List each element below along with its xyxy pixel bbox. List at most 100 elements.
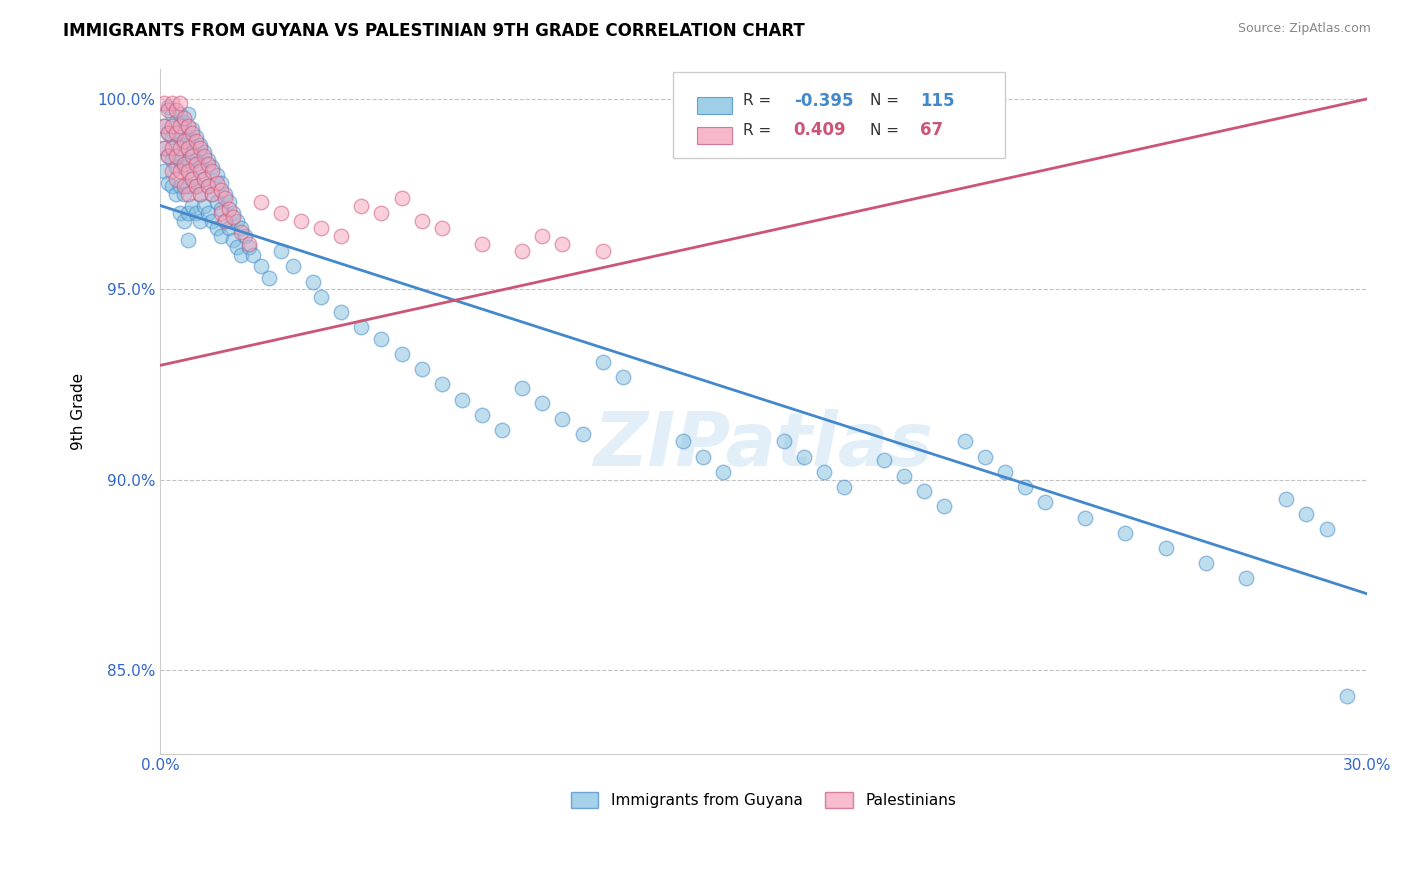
Point [793, 450, 815, 464]
Text: R =: R = [742, 94, 776, 108]
Point [1234, 571, 1257, 585]
Point [205, 221, 228, 235]
Point [491, 423, 513, 437]
Point [350, 198, 373, 212]
Point [190, 187, 212, 202]
Point [330, 229, 353, 244]
Point [205, 176, 228, 190]
Point [370, 332, 392, 346]
Point [186, 179, 208, 194]
Point [205, 168, 228, 182]
Text: -0.395: -0.395 [793, 92, 853, 110]
Point [157, 149, 180, 163]
Point [173, 213, 195, 227]
Point [169, 141, 191, 155]
Point [391, 191, 413, 205]
Point [214, 187, 236, 202]
Point [221, 210, 243, 224]
Point [233, 229, 256, 244]
Point [225, 213, 247, 227]
Point [1033, 495, 1056, 509]
Text: 115: 115 [921, 92, 955, 110]
Point [169, 119, 191, 133]
Point [173, 156, 195, 170]
Point [309, 221, 332, 235]
Point [551, 236, 574, 251]
Point [157, 126, 180, 140]
Point [1195, 556, 1218, 570]
Point [430, 377, 453, 392]
Point [214, 191, 236, 205]
Point [162, 164, 184, 178]
Point [302, 275, 325, 289]
Point [330, 305, 353, 319]
Point [169, 153, 191, 167]
Point [510, 244, 533, 259]
Point [177, 141, 200, 155]
Point [177, 187, 200, 202]
Point [181, 126, 204, 140]
Point [186, 134, 208, 148]
Point [162, 179, 184, 194]
Point [153, 141, 176, 155]
Point [157, 99, 180, 113]
Point [190, 187, 212, 202]
Point [201, 213, 224, 227]
Point [197, 156, 219, 170]
Point [190, 137, 212, 152]
Point [711, 465, 734, 479]
Point [551, 411, 574, 425]
Point [201, 161, 224, 175]
Point [181, 122, 204, 136]
Point [169, 164, 191, 178]
Point [177, 130, 200, 145]
Text: R =: R = [742, 123, 776, 137]
Point [411, 362, 433, 376]
Point [157, 176, 180, 190]
Point [165, 161, 187, 175]
Point [411, 213, 433, 227]
Point [181, 172, 204, 186]
Point [1114, 525, 1136, 540]
Point [165, 149, 187, 163]
Point [209, 206, 232, 220]
Point [162, 107, 184, 121]
Point [238, 236, 260, 251]
Point [471, 236, 494, 251]
Point [177, 206, 200, 220]
Point [186, 179, 208, 194]
Point [934, 499, 956, 513]
Point [238, 240, 260, 254]
Point [162, 119, 184, 133]
Text: IMMIGRANTS FROM GUYANA VS PALESTINIAN 9TH GRADE CORRELATION CHART: IMMIGRANTS FROM GUYANA VS PALESTINIAN 9T… [63, 22, 806, 40]
Point [153, 164, 176, 178]
Point [173, 187, 195, 202]
Point [190, 213, 212, 227]
Point [281, 260, 304, 274]
Point [157, 103, 180, 118]
Text: 67: 67 [921, 121, 943, 139]
Point [571, 426, 593, 441]
Point [153, 119, 176, 133]
Point [173, 161, 195, 175]
Point [205, 194, 228, 209]
Point [201, 164, 224, 178]
Point [153, 95, 176, 110]
Point [201, 187, 224, 202]
Point [1014, 480, 1036, 494]
Point [157, 149, 180, 163]
Point [953, 434, 976, 449]
Point [1295, 507, 1317, 521]
Point [994, 465, 1017, 479]
Point [162, 95, 184, 110]
Point [772, 434, 794, 449]
Point [181, 172, 204, 186]
Point [193, 198, 215, 212]
Point [173, 111, 195, 125]
Point [197, 153, 219, 167]
Point [153, 141, 176, 155]
Point [1074, 510, 1097, 524]
Text: N =: N = [870, 123, 904, 137]
Point [450, 392, 472, 407]
Point [813, 465, 835, 479]
